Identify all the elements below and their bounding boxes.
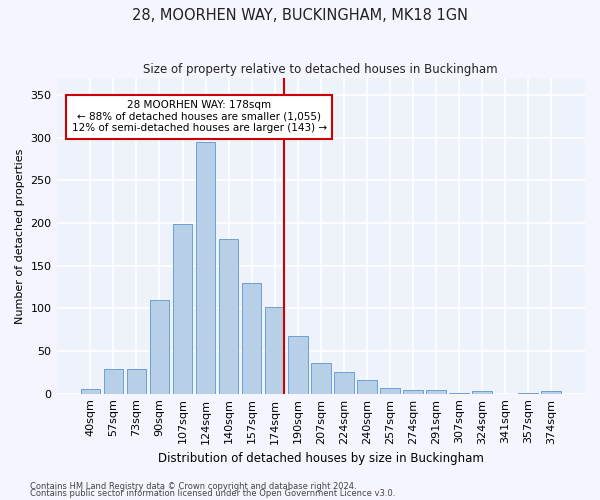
Bar <box>173 224 193 394</box>
Bar <box>426 390 446 394</box>
Bar <box>265 306 284 394</box>
Text: 28, MOORHEN WAY, BUCKINGHAM, MK18 1GN: 28, MOORHEN WAY, BUCKINGHAM, MK18 1GN <box>132 8 468 22</box>
Bar <box>80 388 100 394</box>
Bar <box>403 390 423 394</box>
Bar <box>449 393 469 394</box>
Bar <box>127 369 146 394</box>
Bar <box>334 372 353 394</box>
Bar <box>472 391 492 394</box>
Bar <box>196 142 215 394</box>
Y-axis label: Number of detached properties: Number of detached properties <box>15 148 25 324</box>
Bar <box>219 240 238 394</box>
Bar <box>357 380 377 394</box>
Bar <box>541 391 561 394</box>
Bar <box>242 283 262 394</box>
Title: Size of property relative to detached houses in Buckingham: Size of property relative to detached ho… <box>143 62 498 76</box>
Bar <box>149 300 169 394</box>
X-axis label: Distribution of detached houses by size in Buckingham: Distribution of detached houses by size … <box>158 452 484 465</box>
Text: Contains HM Land Registry data © Crown copyright and database right 2024.: Contains HM Land Registry data © Crown c… <box>30 482 356 491</box>
Bar <box>380 388 400 394</box>
Bar <box>518 393 538 394</box>
Bar <box>104 369 123 394</box>
Bar <box>311 363 331 394</box>
Text: Contains public sector information licensed under the Open Government Licence v3: Contains public sector information licen… <box>30 490 395 498</box>
Text: 28 MOORHEN WAY: 178sqm
← 88% of detached houses are smaller (1,055)
12% of semi-: 28 MOORHEN WAY: 178sqm ← 88% of detached… <box>71 100 327 134</box>
Bar <box>288 336 308 394</box>
